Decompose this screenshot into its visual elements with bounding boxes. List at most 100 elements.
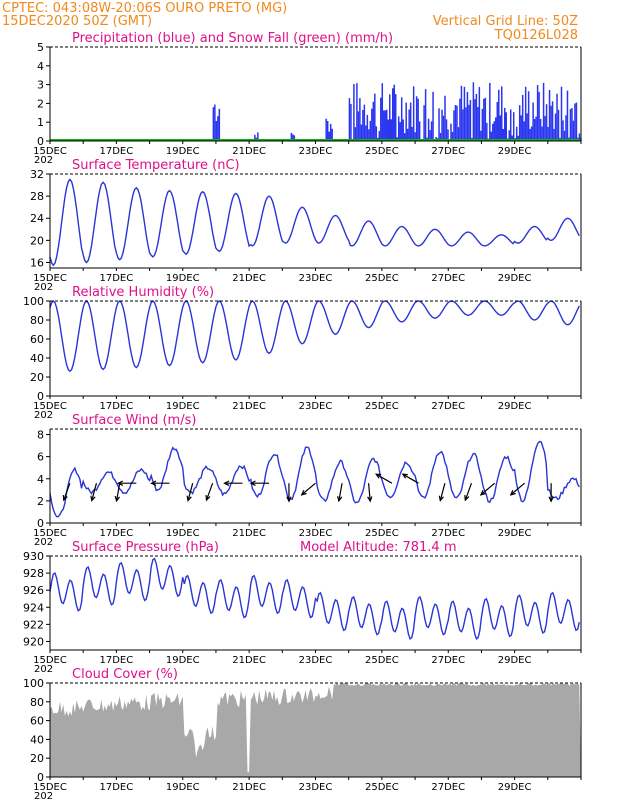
wind-arrow xyxy=(480,482,496,496)
wind-arrow-head xyxy=(300,489,307,496)
precip-bar xyxy=(430,121,433,141)
wind-ytick-label: 0 xyxy=(37,517,44,530)
precip-bar xyxy=(560,86,563,141)
precip-xtick-label: 27DEC xyxy=(431,146,465,157)
pressure-xtick-label: 21DEC xyxy=(232,655,266,666)
wind-arrow-head xyxy=(337,495,343,503)
precip-bar xyxy=(523,121,525,141)
precip-bar xyxy=(477,107,479,141)
temperature-ytick-label: 32 xyxy=(30,168,44,181)
wind-arrow-head xyxy=(150,480,157,486)
temperature-title: Surface Temperature (nC) xyxy=(72,158,240,173)
precip-bar xyxy=(417,98,419,141)
precip-bar xyxy=(418,121,421,141)
pressure-ytick-label: 922 xyxy=(23,618,44,631)
pressure-ytick-label: 926 xyxy=(23,584,44,597)
wind-xtick-label: 29DEC xyxy=(498,528,532,539)
precip-bar xyxy=(402,119,404,141)
wind-arrow xyxy=(301,482,316,496)
panels: Precipitation (blue) and Snow Fall (gree… xyxy=(23,31,582,800)
precip-xtick-label: 29DEC xyxy=(498,146,532,157)
precip-bar xyxy=(424,89,427,141)
precip-bar xyxy=(353,84,355,141)
wind-arrow xyxy=(91,483,98,501)
wind-arrow-head xyxy=(464,495,470,502)
precip-bar xyxy=(411,126,413,141)
pressure-year-fragment: 202 xyxy=(34,664,53,675)
precip-bar xyxy=(387,119,390,141)
precip-bar xyxy=(574,103,576,141)
precip-bar xyxy=(484,97,487,141)
precip-bar xyxy=(536,85,539,141)
precip-xtick-label: 17DEC xyxy=(100,146,134,157)
precip-bar xyxy=(397,116,400,141)
cloud-panel: Cloud Cover (%) 0 20 40 60 80 100 15DEC 17DEC 19D… xyxy=(23,667,582,800)
precip-bar xyxy=(501,86,503,141)
precip-bar xyxy=(409,102,412,141)
precip-bar xyxy=(292,134,294,141)
precip-bar xyxy=(502,129,505,141)
wind-title: Surface Wind (m/s) xyxy=(72,413,196,428)
precip-bar xyxy=(378,130,381,141)
precip-bar xyxy=(400,97,403,141)
precip-bar xyxy=(529,128,531,141)
pressure-xtick-label: 27DEC xyxy=(431,655,465,666)
humidity-xtick-label: 17DEC xyxy=(100,401,134,412)
precip-bar xyxy=(538,91,540,141)
precip-bar xyxy=(565,115,567,141)
precip-bar xyxy=(451,131,454,141)
precip-bar xyxy=(548,89,551,141)
precip-bar xyxy=(541,126,543,141)
precip-bar xyxy=(391,88,394,141)
precip-bar xyxy=(218,108,221,141)
precip-bar xyxy=(489,82,491,141)
precip-bar xyxy=(435,136,437,141)
pressure-xtick-label: 15DEC xyxy=(33,655,67,666)
wind-arrow-head xyxy=(62,495,68,502)
precip-bar xyxy=(447,129,449,141)
wind-xtick-label: 27DEC xyxy=(431,528,465,539)
precip-bar xyxy=(563,130,566,141)
precip-bar xyxy=(326,120,329,141)
precip-bar xyxy=(530,126,533,141)
precip-bar xyxy=(357,111,360,141)
precip-bar xyxy=(532,102,534,141)
precip-bar xyxy=(384,110,387,141)
precip-bar xyxy=(512,112,515,141)
precip-xtick-label: 15DEC xyxy=(33,146,67,157)
precip-bar xyxy=(399,122,401,141)
pressure-ytick-label: 920 xyxy=(23,635,44,648)
precip-bar xyxy=(535,116,537,141)
precip-bar xyxy=(365,125,367,141)
temperature-xtick-label: 15DEC xyxy=(33,273,67,284)
precip-bar xyxy=(429,130,431,141)
temperature-xtick-label: 23DEC xyxy=(299,273,333,284)
humidity-xtick-label: 15DEC xyxy=(33,401,67,412)
wind-arrow-head xyxy=(509,489,516,496)
precip-bar xyxy=(499,115,502,141)
precip-bar xyxy=(493,121,496,141)
wind-xtick-label: 19DEC xyxy=(166,528,200,539)
precip-bar xyxy=(575,102,578,141)
temperature-panel: Surface Temperature (nC) 16 20 24 28 32 15DEC 1… xyxy=(30,158,582,293)
precip-bar xyxy=(406,128,409,141)
pressure-xtick-label: 29DEC xyxy=(498,655,532,666)
precip-bar xyxy=(504,107,506,141)
precip-bar xyxy=(462,109,464,141)
precip-bar xyxy=(554,113,557,141)
precip-bar xyxy=(328,131,330,141)
cloud-title: Cloud Cover (%) xyxy=(72,667,178,682)
precip-bar xyxy=(444,95,446,141)
temperature-ytick-label: 16 xyxy=(30,256,44,269)
humidity-xtick-label: 23DEC xyxy=(299,401,333,412)
humidity-ytick-label: 60 xyxy=(30,333,44,346)
temperature-xtick-label: 19DEC xyxy=(166,273,200,284)
cloud-xtick-label: 29DEC xyxy=(498,782,532,793)
precip-bar xyxy=(463,86,466,141)
precip-bar xyxy=(550,105,552,141)
header-location: CPTEC: 043:08W-20:06S OURO PRETO (MG) xyxy=(2,1,287,16)
precip-bar xyxy=(374,93,376,141)
precip-ytick-label: 3 xyxy=(37,79,44,92)
precip-bar xyxy=(445,119,448,141)
precip-bar xyxy=(375,126,378,141)
